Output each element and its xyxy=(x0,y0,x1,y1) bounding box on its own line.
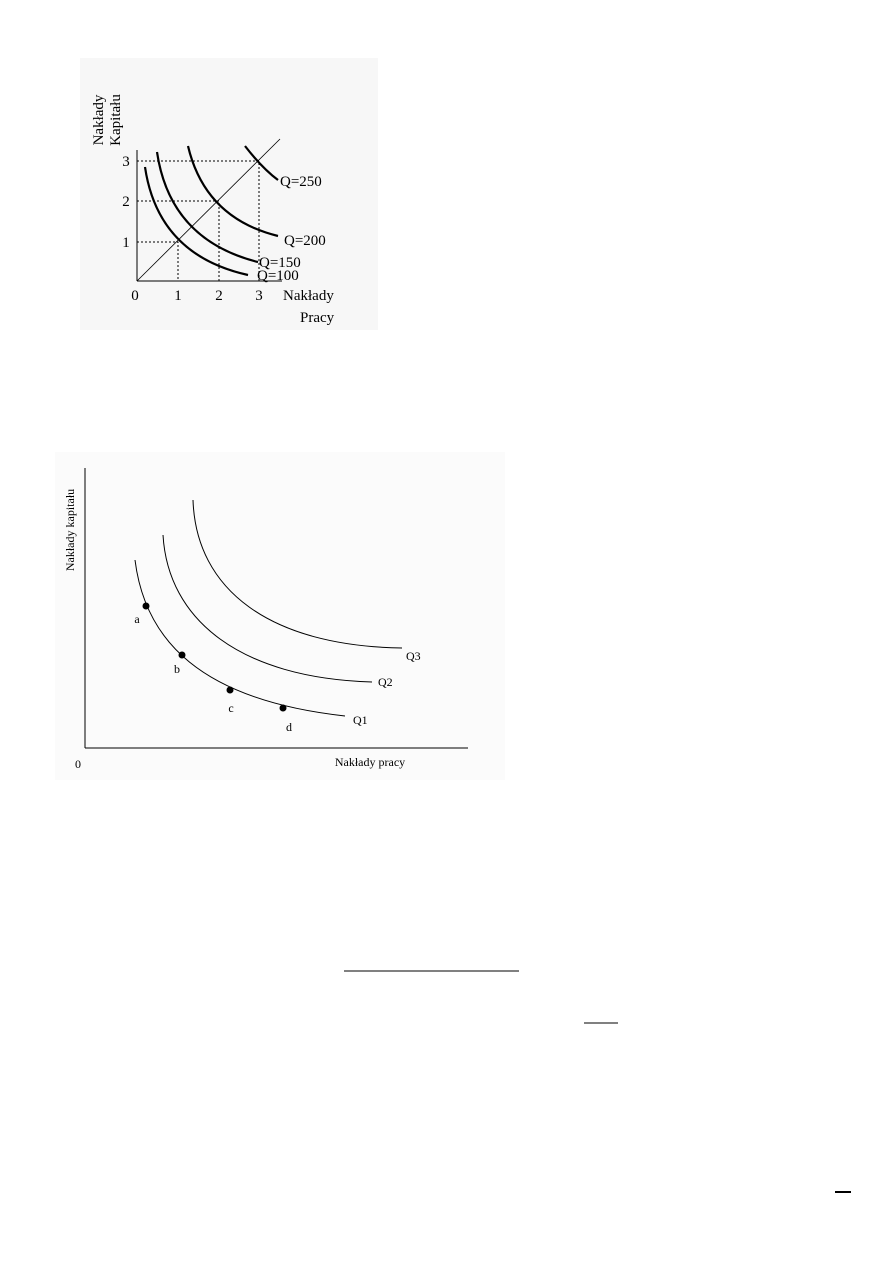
y-tick-label: 1 xyxy=(122,235,130,251)
point-label: a xyxy=(134,612,140,626)
figure-1: Nakłady Kapitału Nakłady Pracy 0 1 2 3 1… xyxy=(80,58,378,330)
curve-label: Q=150 xyxy=(259,255,301,271)
x-label: Pracy xyxy=(300,310,335,326)
origin-label: 0 xyxy=(75,757,81,771)
curve-label: Q=250 xyxy=(280,174,322,190)
curve-label: Q=100 xyxy=(257,268,299,284)
curve-label: Q=200 xyxy=(284,233,326,249)
x-tick-label: 2 xyxy=(215,288,223,304)
points xyxy=(142,602,287,712)
figure-background xyxy=(80,58,378,330)
x-tick-label: 1 xyxy=(174,288,182,304)
y-label: Nakłady kapitału xyxy=(63,489,77,571)
point-label: b xyxy=(174,662,180,676)
isoquants xyxy=(134,499,403,717)
x-tick-label: 0 xyxy=(131,288,139,304)
isoquants xyxy=(143,145,279,277)
curve-label: Q3 xyxy=(406,649,421,663)
curve-label: Q2 xyxy=(378,675,393,689)
y-tick-label: 2 xyxy=(122,194,130,210)
x-label: Nakłady pracy xyxy=(335,755,405,769)
point-label: c xyxy=(228,701,233,715)
expansion-path xyxy=(136,138,281,282)
figure-background xyxy=(55,452,505,780)
figure-2: Nakłady kapitału Nakłady pracy 0 Q3 Q2 Q… xyxy=(55,452,505,780)
y-tick-label: 3 xyxy=(122,154,130,170)
point-label: d xyxy=(286,720,292,734)
curve-label: Q1 xyxy=(353,713,368,727)
y-label: Nakłady xyxy=(91,94,107,145)
y-label: Kapitału xyxy=(108,94,124,146)
x-label: Nakłady xyxy=(283,288,334,304)
x-tick-label: 3 xyxy=(255,288,263,304)
